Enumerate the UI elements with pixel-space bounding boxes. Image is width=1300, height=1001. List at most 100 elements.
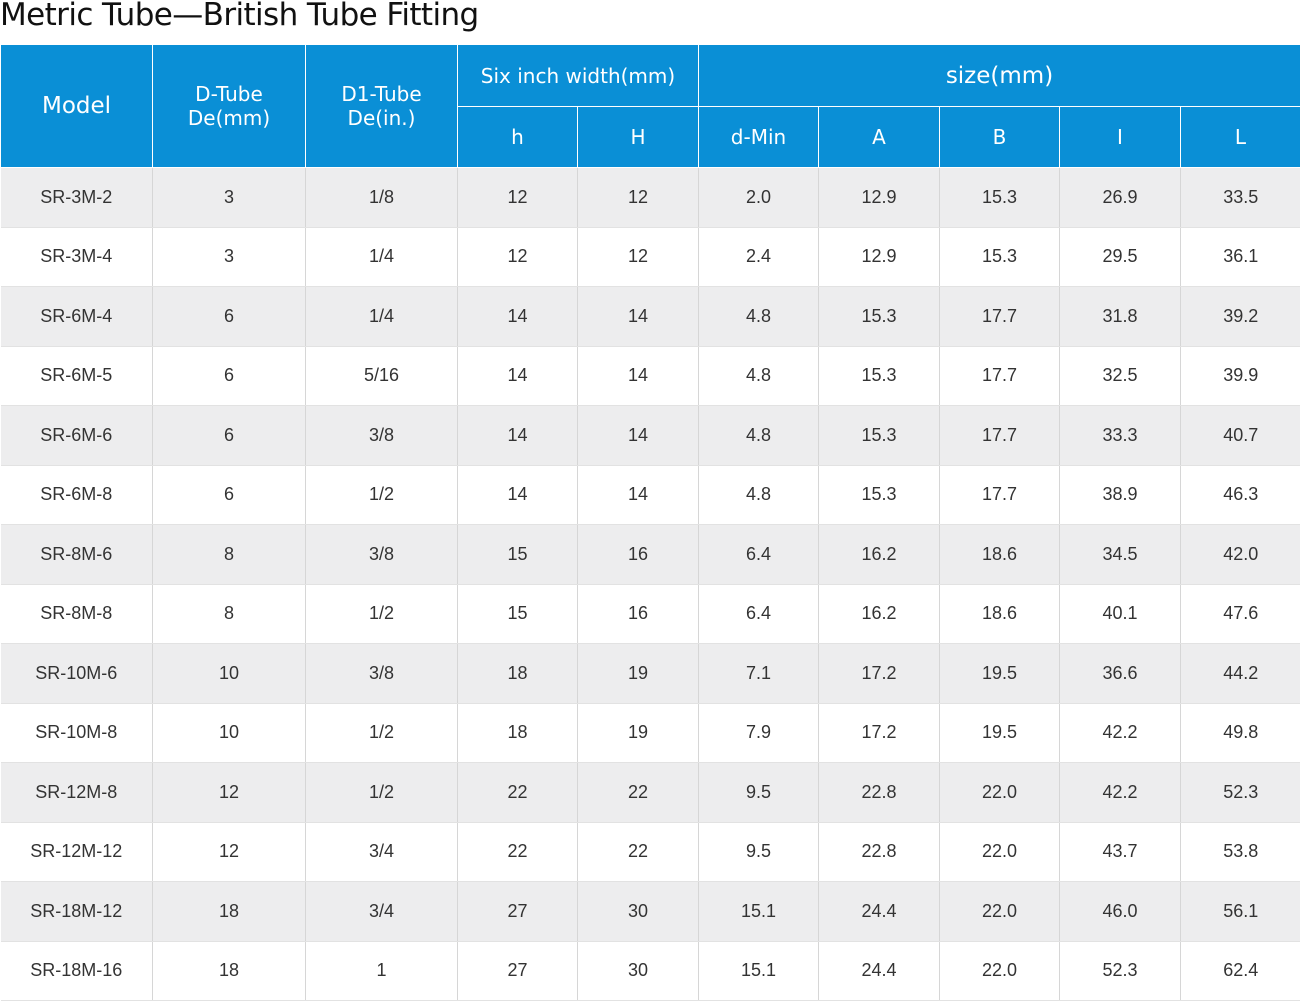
cell-h-big: 19 [577,643,699,704]
cell-a: 15.3 [818,405,940,466]
cell-d-tube: 10 [152,703,306,763]
cell-i: 46.0 [1059,881,1181,942]
cell-d-tube: 6 [152,346,306,406]
cell-h-big: 19 [577,703,699,763]
cell-h-big: 22 [577,822,699,882]
cell-d-min: 9.5 [698,822,819,882]
cell-i: 36.6 [1059,643,1181,704]
cell-model: SR-8M-6 [0,524,153,585]
header-six-inch-width: Six inch width(mm) [457,44,699,107]
cell-h-small: 18 [457,643,578,704]
cell-d-tube: 8 [152,584,306,644]
cell-l: 62.4 [1180,941,1300,1001]
cell-b: 18.6 [939,524,1060,585]
cell-a: 15.3 [818,465,940,525]
cell-h-small: 14 [457,286,578,347]
table-body: SR-3M-2 3 1/8 12 12 2.0 12.9 15.3 26.9 33.5 SR-3M-… [0,167,1300,1001]
table-row: SR-8M-6 8 3/8 15 16 6.4 16.2 18.6 34.5 42.0 [0,524,1300,585]
header-d-tube: D-Tube De(mm) [152,44,306,168]
cell-d-tube: 3 [152,227,306,287]
cell-model: SR-6M-5 [0,346,153,406]
cell-d1-tube: 1/2 [305,762,458,823]
cell-h-big: 16 [577,524,699,585]
cell-d-min: 6.4 [698,524,819,585]
cell-d-tube: 6 [152,405,306,466]
cell-d-min: 15.1 [698,881,819,942]
cell-b: 19.5 [939,643,1060,704]
cell-model: SR-3M-4 [0,227,153,287]
cell-d-min: 2.4 [698,227,819,287]
cell-model: SR-18M-12 [0,881,153,942]
cell-l: 44.2 [1180,643,1300,704]
cell-h-small: 14 [457,346,578,406]
cell-h-small: 14 [457,465,578,525]
cell-model: SR-8M-8 [0,584,153,644]
cell-d1-tube: 1/2 [305,703,458,763]
cell-h-small: 15 [457,584,578,644]
cell-model: SR-18M-16 [0,941,153,1001]
table-row: SR-18M-12 18 3/4 27 30 15.1 24.4 22.0 46.0 56.1 [0,881,1300,942]
cell-i: 52.3 [1059,941,1181,1001]
cell-b: 15.3 [939,227,1060,287]
cell-b: 22.0 [939,881,1060,942]
cell-l: 33.5 [1180,167,1300,228]
cell-l: 42.0 [1180,524,1300,585]
cell-h-small: 14 [457,405,578,466]
cell-h-big: 22 [577,762,699,823]
cell-model: SR-10M-6 [0,643,153,704]
cell-d1-tube: 5/16 [305,346,458,406]
cell-d-min: 4.8 [698,465,819,525]
cell-a: 16.2 [818,524,940,585]
cell-a: 12.9 [818,167,940,228]
page-title: Metric Tube—British Tube Fitting [0,0,479,33]
cell-l: 53.8 [1180,822,1300,882]
cell-h-small: 22 [457,762,578,823]
cell-h-big: 14 [577,405,699,466]
cell-i: 29.5 [1059,227,1181,287]
cell-d1-tube: 1/2 [305,584,458,644]
cell-d-min: 9.5 [698,762,819,823]
cell-d-min: 15.1 [698,941,819,1001]
cell-l: 56.1 [1180,881,1300,942]
cell-b: 22.0 [939,941,1060,1001]
cell-d1-tube: 1 [305,941,458,1001]
cell-l: 47.6 [1180,584,1300,644]
cell-h-big: 12 [577,167,699,228]
cell-a: 17.2 [818,703,940,763]
cell-model: SR-6M-4 [0,286,153,347]
cell-l: 40.7 [1180,405,1300,466]
table-header: Model D-Tube De(mm) D1-Tube De(in.) Six … [0,44,1300,168]
header-size: size(mm) [698,44,1300,107]
cell-b: 19.5 [939,703,1060,763]
cell-d1-tube: 3/4 [305,881,458,942]
header-d-min: d-Min [698,106,819,168]
header-l: L [1180,106,1300,168]
cell-a: 24.4 [818,941,940,1001]
cell-b: 18.6 [939,584,1060,644]
cell-l: 36.1 [1180,227,1300,287]
cell-a: 15.3 [818,286,940,347]
cell-l: 39.2 [1180,286,1300,347]
cell-d-tube: 6 [152,465,306,525]
cell-i: 26.9 [1059,167,1181,228]
cell-d-tube: 6 [152,286,306,347]
cell-i: 33.3 [1059,405,1181,466]
cell-h-big: 14 [577,346,699,406]
cell-d-tube: 18 [152,941,306,1001]
cell-d-tube: 10 [152,643,306,704]
cell-h-small: 18 [457,703,578,763]
cell-model: SR-10M-8 [0,703,153,763]
table-row: SR-6M-4 6 1/4 14 14 4.8 15.3 17.7 31.8 39.2 [0,286,1300,347]
cell-d1-tube: 1/4 [305,227,458,287]
cell-model: SR-12M-8 [0,762,153,823]
cell-h-big: 16 [577,584,699,644]
cell-h-big: 14 [577,286,699,347]
cell-l: 49.8 [1180,703,1300,763]
cell-a: 15.3 [818,346,940,406]
cell-l: 52.3 [1180,762,1300,823]
table-row: SR-3M-4 3 1/4 12 12 2.4 12.9 15.3 29.5 36.1 [0,227,1300,287]
cell-b: 22.0 [939,762,1060,823]
header-h-big: H [577,106,699,168]
header-d-tube-line2: De(mm) [187,106,271,130]
cell-h-small: 27 [457,881,578,942]
